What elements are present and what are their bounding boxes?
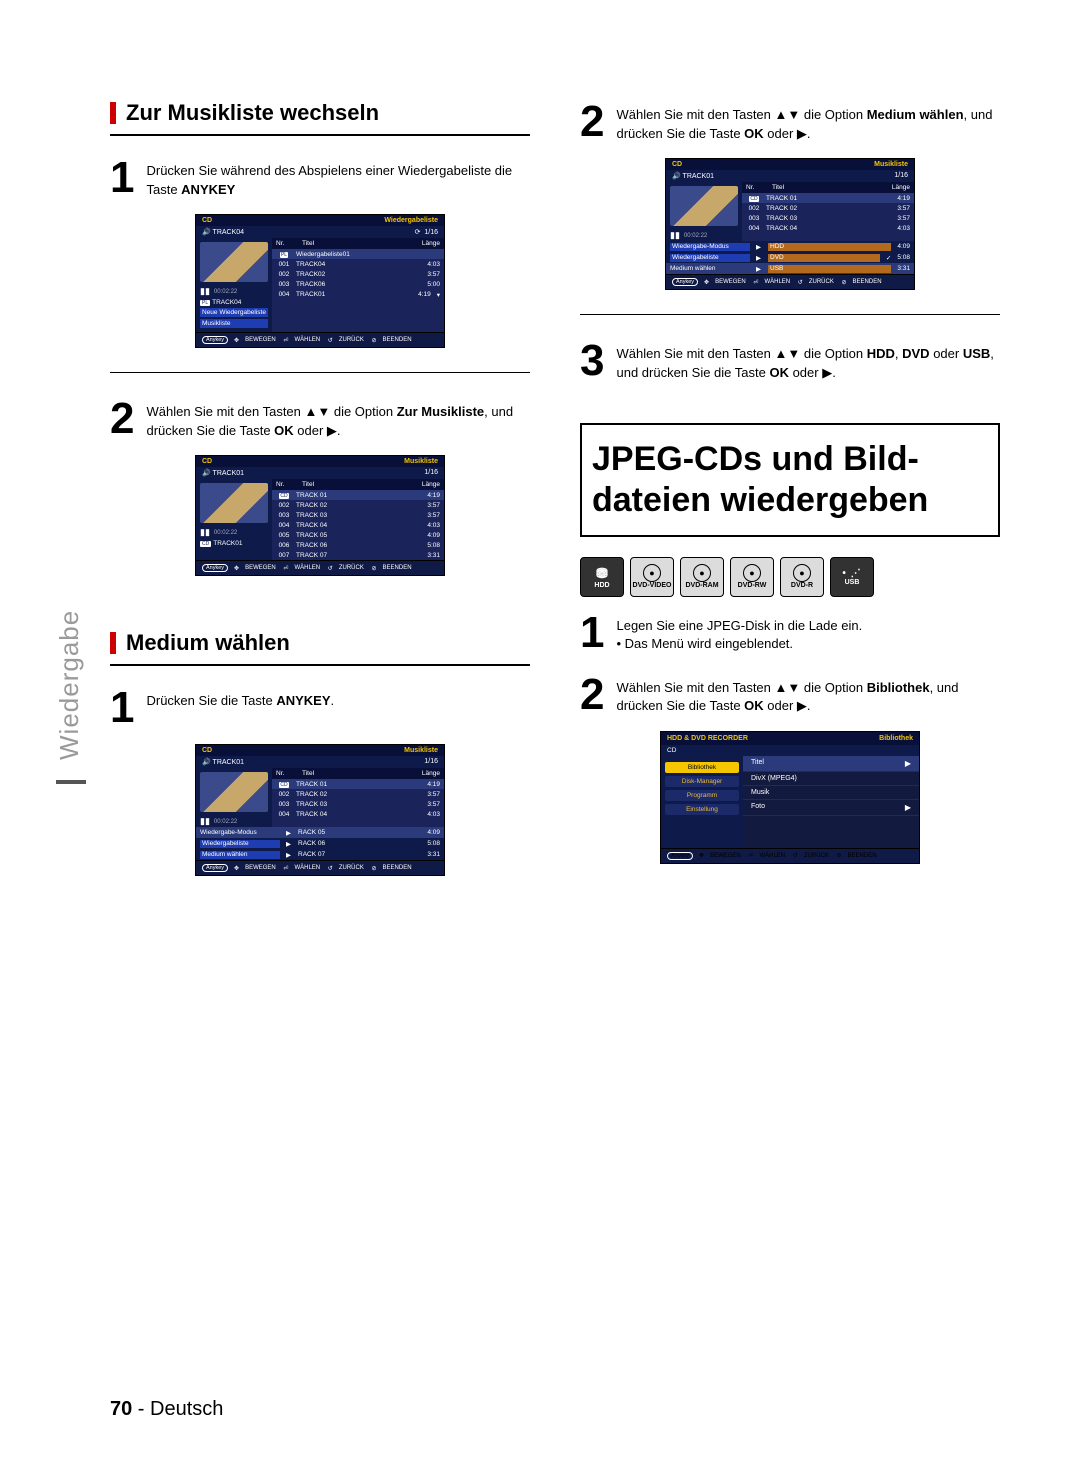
step-number: 2: [580, 100, 604, 144]
step: 2 Wählen Sie mit den Tasten ▲▼ die Optio…: [580, 100, 1000, 144]
media-icons: ⛃HDD ●DVD-VIDEO ●DVD-RAM ●DVD-RW ●DVD-R …: [580, 557, 1000, 597]
step: 3 Wählen Sie mit den Tasten ▲▼ die Optio…: [580, 339, 1000, 383]
step-number: 1: [110, 686, 134, 730]
left-column: Zur Musikliste wechseln 1 Drücken Sie wä…: [110, 100, 530, 890]
osd-screenshot: CDWiedergabeliste 🔊 TRACK04⟳ 1/16 ▮▮00:0…: [195, 214, 445, 348]
step-number: 3: [580, 339, 604, 383]
hdd-icon: ⛃HDD: [580, 557, 624, 597]
step-number: 1: [580, 611, 604, 655]
page-footer: 70 - Deutsch: [110, 1398, 223, 1421]
step: 2 Wählen Sie mit den Tasten ▲▼ die Optio…: [580, 673, 1000, 717]
step-number: 1: [110, 156, 134, 200]
sidebar-category: Wiedergabe: [54, 610, 85, 760]
osd-screenshot-library: HDD & DVD RECORDERBibliothek CD Biblioth…: [660, 731, 920, 864]
section-heading: Zur Musikliste wechseln: [110, 100, 530, 126]
osd-screenshot: CDMusikliste 🔊 TRACK011/16 ▮▮00:02:22 Nr…: [195, 744, 445, 876]
manual-page: Wiedergabe Zur Musikliste wechseln 1 Drü…: [0, 0, 1080, 1481]
step: 1 Drücken Sie während des Abspielens ein…: [110, 156, 530, 200]
osd-screenshot: CDMusikliste 🔊 TRACK011/16 ▮▮00:02:22 Nr…: [665, 158, 915, 290]
section-heading: Medium wählen: [110, 630, 530, 656]
dvd-video-icon: ●DVD-VIDEO: [630, 557, 674, 597]
step: 1 Legen Sie eine JPEG-Disk in die Lade e…: [580, 611, 1000, 655]
usb-icon: • ⋰USB: [830, 557, 874, 597]
step-number: 2: [580, 673, 604, 717]
step: 2 Wählen Sie mit den Tasten ▲▼ die Optio…: [110, 397, 530, 441]
step-number: 2: [110, 397, 134, 441]
dvd-r-icon: ●DVD-R: [780, 557, 824, 597]
dvd-rw-icon: ●DVD-RW: [730, 557, 774, 597]
right-column: 2 Wählen Sie mit den Tasten ▲▼ die Optio…: [580, 100, 1000, 890]
chapter-title: JPEG-CDs und Bild-dateien wiedergeben: [580, 423, 1000, 537]
step: 1 Drücken Sie die Taste ANYKEY.: [110, 686, 530, 730]
dvd-ram-icon: ●DVD-RAM: [680, 557, 724, 597]
sidebar-marker: [56, 780, 86, 784]
osd-screenshot: CDMusikliste 🔊 TRACK011/16 ▮▮00:02:22 CD…: [195, 455, 445, 576]
